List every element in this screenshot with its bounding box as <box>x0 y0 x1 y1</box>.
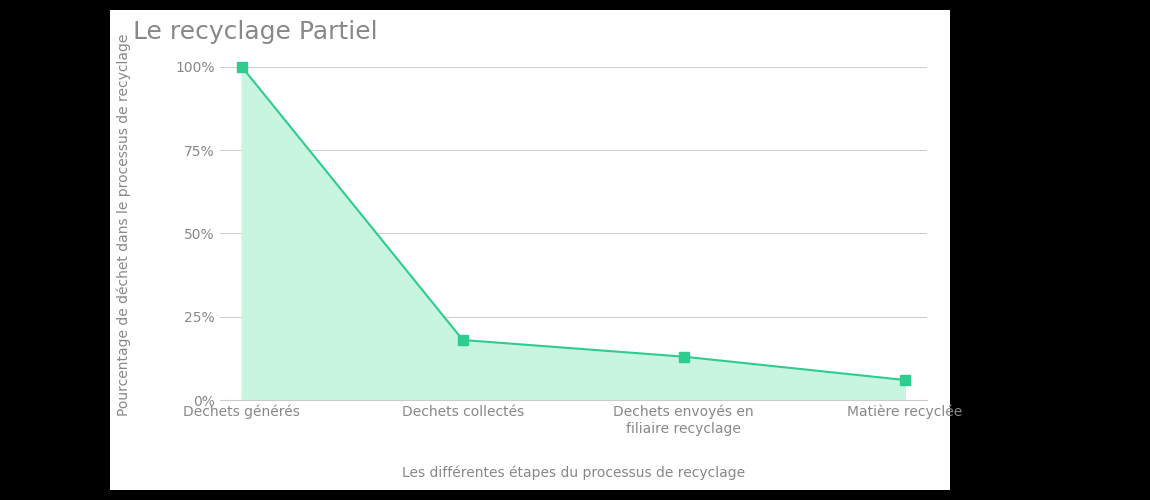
Text: Le recyclage Partiel: Le recyclage Partiel <box>133 20 378 44</box>
Text: Les différentes étapes du processus de recyclage: Les différentes étapes du processus de r… <box>401 466 745 480</box>
Text: Pourcentage de déchet dans le processus de recyclage: Pourcentage de déchet dans le processus … <box>117 34 131 416</box>
